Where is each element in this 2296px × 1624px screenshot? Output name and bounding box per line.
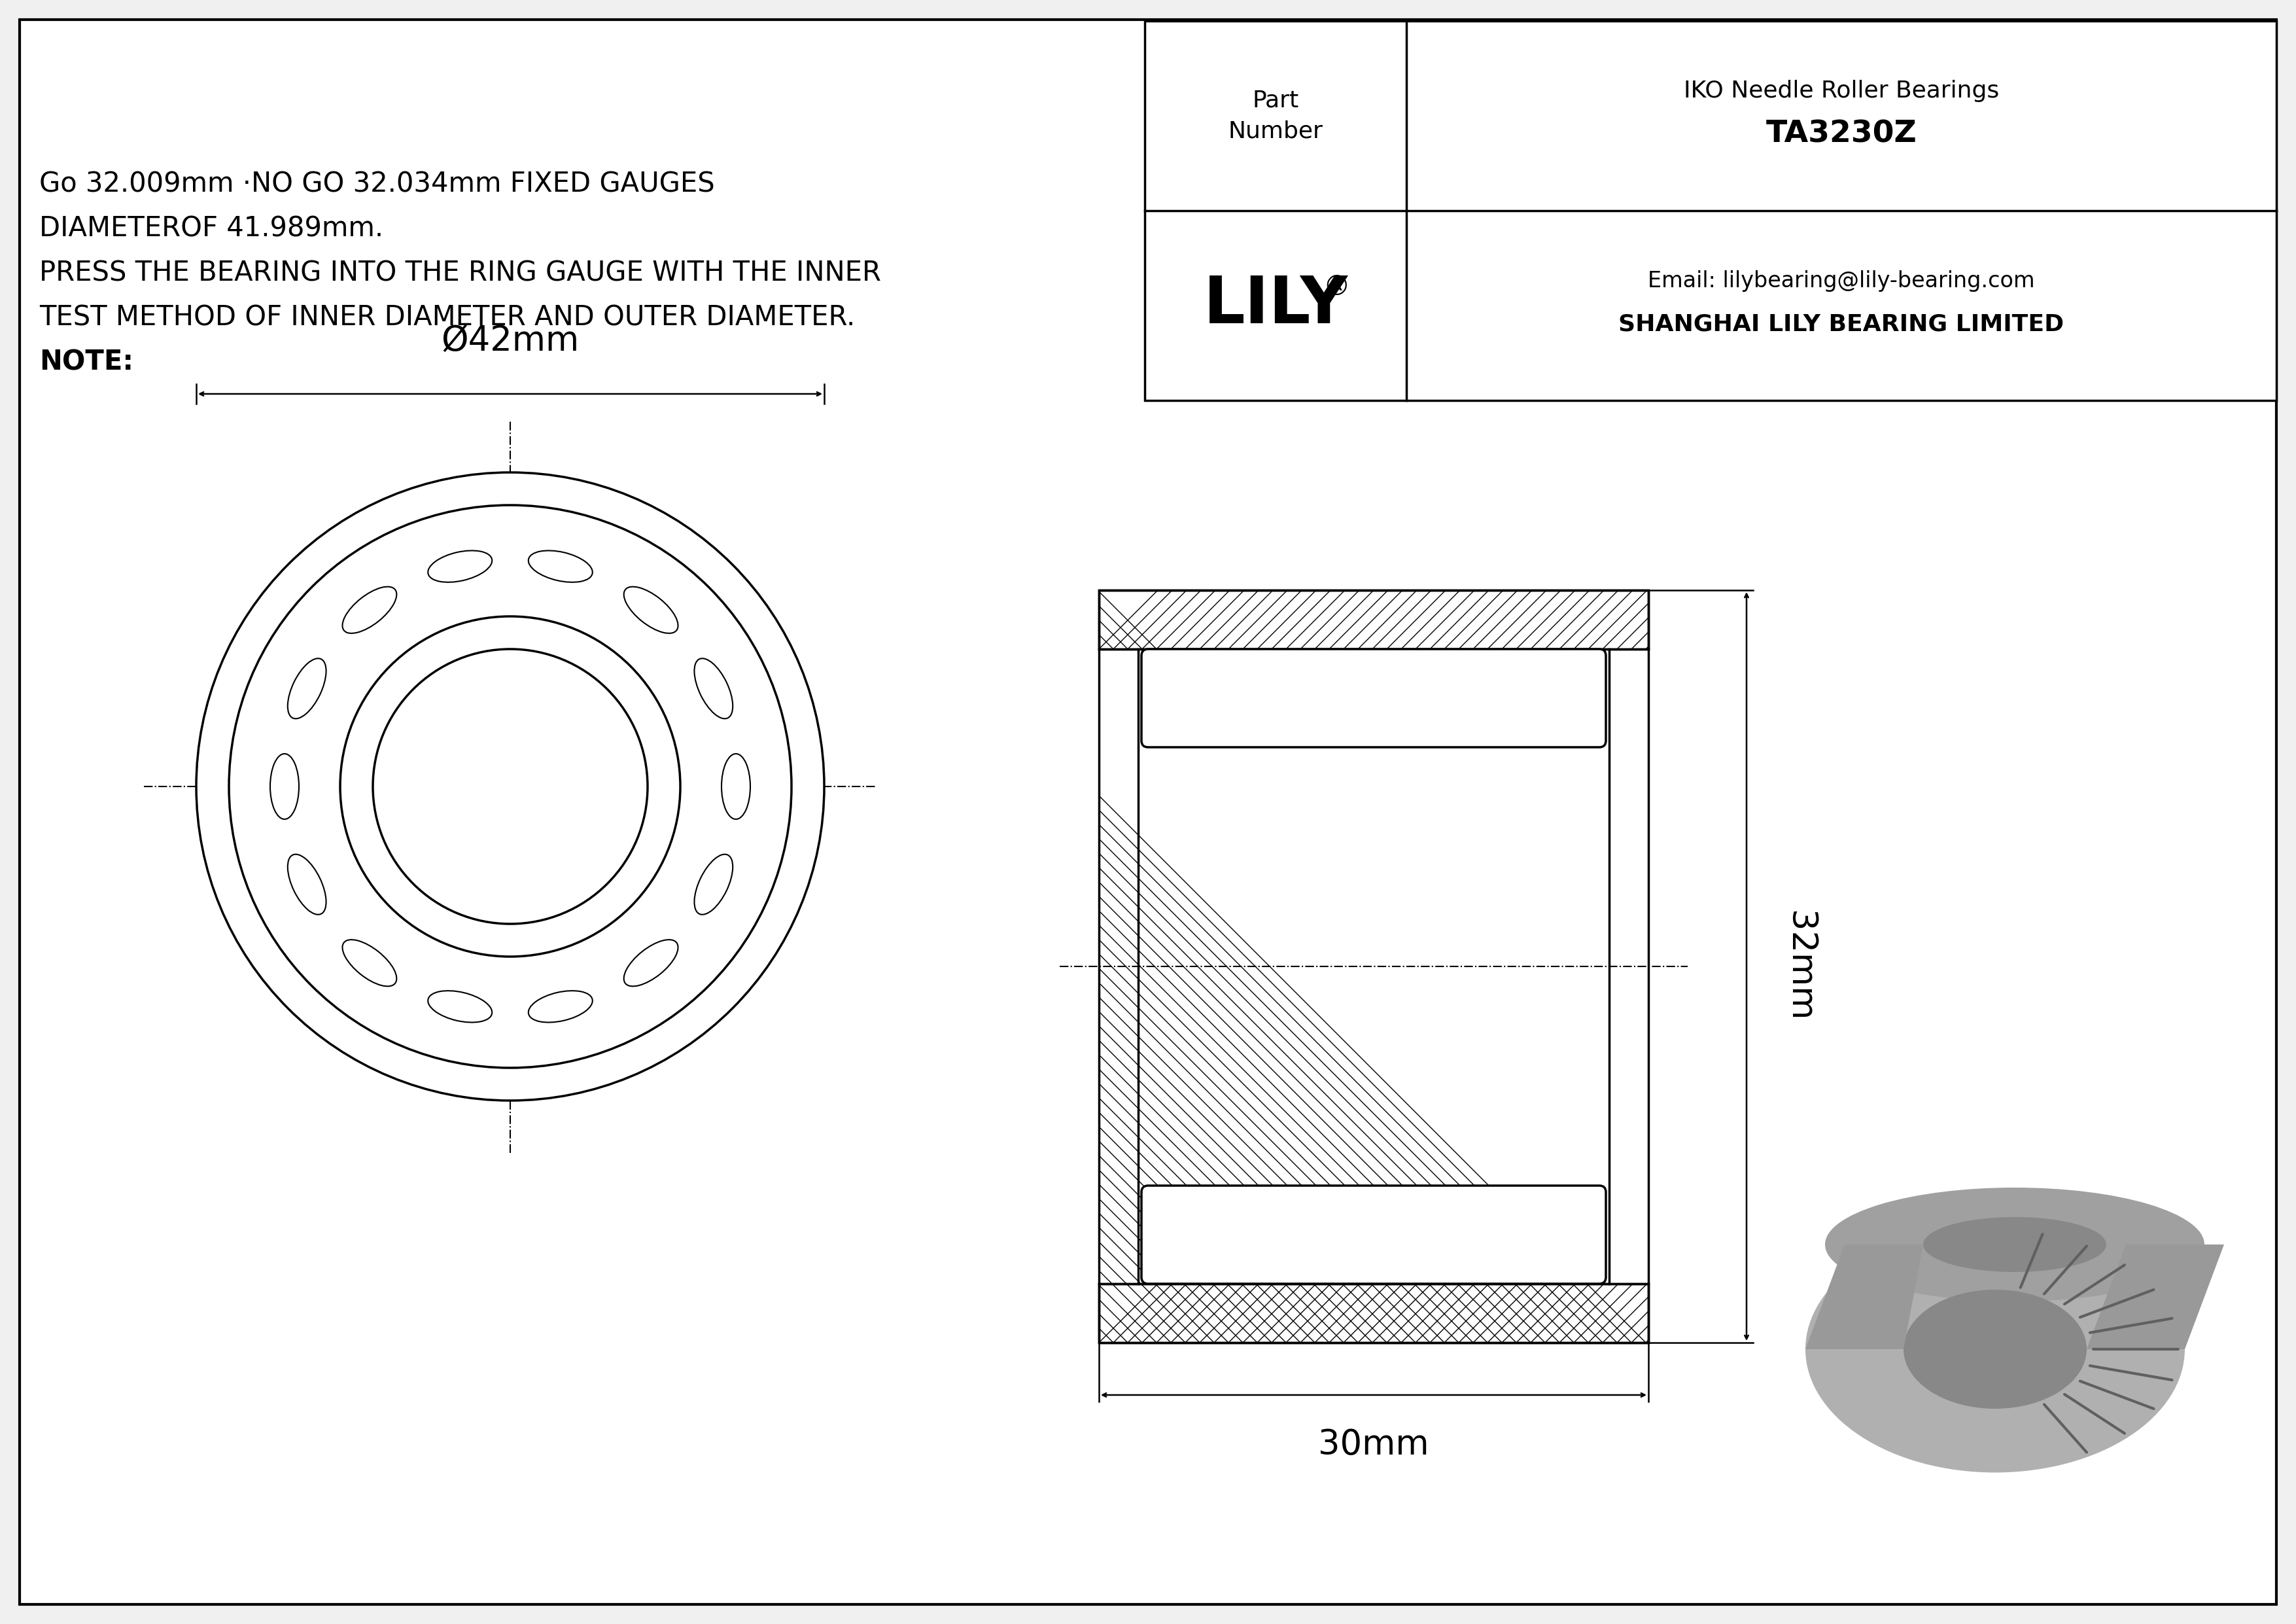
Ellipse shape [427,551,491,583]
Text: Email: lilybearing@lily-bearing.com: Email: lilybearing@lily-bearing.com [1649,270,2034,291]
Ellipse shape [721,754,751,818]
Polygon shape [1805,1244,1924,1350]
Ellipse shape [342,940,397,986]
Bar [1100,1283,1649,1343]
FancyBboxPatch shape [1141,1186,1605,1283]
Circle shape [230,505,792,1069]
Circle shape [372,650,647,924]
Ellipse shape [287,658,326,719]
Ellipse shape [1924,1216,2105,1272]
Circle shape [340,617,680,957]
Ellipse shape [528,551,592,583]
Ellipse shape [625,940,677,986]
Ellipse shape [271,754,298,818]
Text: DIAMETEROF 41.989mm.: DIAMETEROF 41.989mm. [39,214,383,242]
Ellipse shape [693,854,732,914]
Text: IKO Needle Roller Bearings: IKO Needle Roller Bearings [1683,80,2000,102]
Ellipse shape [287,854,326,914]
Ellipse shape [342,586,397,633]
Text: Go 32.009mm ·NO GO 32.034mm FIXED GAUGES: Go 32.009mm ·NO GO 32.034mm FIXED GAUGES [39,171,714,198]
Ellipse shape [1805,1226,2186,1473]
Text: 32mm: 32mm [1782,911,1816,1021]
Text: PRESS THE BEARING INTO THE RING GAUGE WITH THE INNER: PRESS THE BEARING INTO THE RING GAUGE WI… [39,260,882,286]
Bar [1100,1283,1649,1343]
Bar [1100,590,1649,650]
Text: TEST METHOD OF INNER DIAMETER AND OUTER DIAMETER.: TEST METHOD OF INNER DIAMETER AND OUTER … [39,304,854,331]
Text: Part
Number: Part Number [1228,89,1322,143]
Ellipse shape [1903,1289,2087,1408]
Ellipse shape [625,586,677,633]
Text: SHANGHAI LILY BEARING LIMITED: SHANGHAI LILY BEARING LIMITED [1619,313,2064,335]
Ellipse shape [427,991,491,1023]
Text: 30mm: 30mm [1318,1427,1428,1462]
Ellipse shape [693,658,732,719]
Ellipse shape [528,991,592,1023]
Bar [1100,590,1649,650]
Text: LILY: LILY [1203,274,1348,338]
Text: ®: ® [1322,273,1350,300]
Text: Ø42mm: Ø42mm [441,323,579,357]
Text: NOTE:: NOTE: [39,348,133,375]
Polygon shape [2087,1244,2225,1350]
Text: TA3230Z: TA3230Z [1766,120,1917,149]
Ellipse shape [1825,1187,2204,1301]
Bar [1146,21,2275,401]
FancyBboxPatch shape [1141,650,1605,747]
Circle shape [195,473,824,1101]
